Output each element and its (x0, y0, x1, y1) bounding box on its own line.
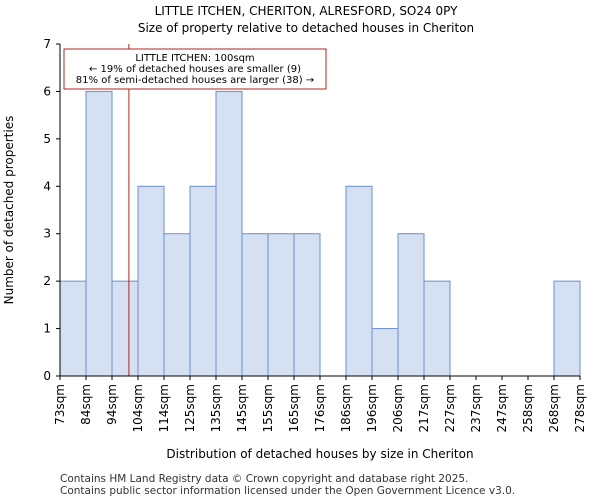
footer-line-2: Contains public sector information licen… (60, 485, 516, 497)
bar-84sqm (85, 90, 113, 377)
y-tick-label-0: 0 (43, 369, 51, 383)
bar-135sqm (215, 90, 243, 377)
y-tick-label-2: 2 (43, 274, 51, 288)
y-tick-label-3: 3 (43, 227, 51, 241)
x-tick-label-135sqm: 135sqm (209, 384, 223, 432)
x-tick-label-196sqm: 196sqm (365, 384, 379, 432)
x-tick-label-165sqm: 165sqm (287, 384, 301, 432)
x-tick-label-217sqm: 217sqm (417, 384, 431, 432)
y-tick-label-4: 4 (43, 179, 51, 193)
bar-186sqm (345, 185, 373, 377)
x-tick-label-247sqm: 247sqm (495, 384, 509, 432)
x-tick-label-73sqm: 73sqm (53, 384, 67, 425)
x-tick-label-84sqm: 84sqm (79, 384, 93, 425)
y-tick-label-7: 7 (43, 37, 51, 51)
x-tick-label-125sqm: 125sqm (183, 384, 197, 432)
x-axis-label: Distribution of detached houses by size … (166, 447, 473, 461)
x-tick-label-237sqm: 237sqm (469, 384, 483, 432)
x-tick-label-155sqm: 155sqm (261, 384, 275, 432)
x-tick-label-227sqm: 227sqm (443, 384, 457, 432)
y-tick-label-5: 5 (43, 132, 51, 146)
x-tick-label-258sqm: 258sqm (521, 384, 535, 432)
x-tick-label-186sqm: 186sqm (339, 384, 353, 432)
bar-114sqm (163, 233, 191, 377)
bar-104sqm (137, 185, 165, 377)
y-axis-label: Number of detached properties (2, 116, 16, 305)
bar-165sqm (293, 233, 321, 377)
x-tick-label-268sqm: 268sqm (547, 384, 561, 432)
bar-217sqm (423, 280, 451, 377)
annotation-line-1: LITTLE ITCHEN: 100sqm (135, 53, 254, 64)
annotation-box: LITTLE ITCHEN: 100sqm ← 19% of detached … (63, 48, 327, 90)
bar-196sqm (371, 328, 399, 377)
bar-94sqm (111, 280, 139, 377)
y-tick-label-1: 1 (43, 322, 51, 336)
x-tick-label-206sqm: 206sqm (391, 384, 405, 432)
x-tick-label-104sqm: 104sqm (131, 384, 145, 432)
annotation-line-2: ← 19% of detached houses are smaller (9) (89, 64, 301, 75)
bars-group (59, 90, 581, 377)
y-ticks-group: 0 1 2 3 4 5 6 7 (43, 37, 60, 383)
bar-206sqm (397, 233, 425, 377)
x-tick-label-114sqm: 114sqm (157, 384, 171, 432)
bar-73sqm (59, 280, 87, 377)
x-ticks-group: 73sqm 84sqm 94sqm 104sqm 114sqm 125sqm 135sqm 1… (53, 376, 587, 432)
x-tick-label-145sqm: 145sqm (235, 384, 249, 432)
chart-subtitle: Size of property relative to detached ho… (138, 21, 474, 35)
histogram-chart: LITTLE ITCHEN, CHERITON, ALRESFORD, SO24… (2, 4, 587, 461)
x-tick-label-278sqm: 278sqm (573, 384, 587, 432)
x-tick-label-176sqm: 176sqm (313, 384, 327, 432)
annotation-line-3: 81% of semi-detached houses are larger (… (76, 75, 314, 86)
footer-line-1: Contains HM Land Registry data © Crown c… (60, 473, 469, 485)
x-tick-label-94sqm: 94sqm (105, 384, 119, 425)
bar-155sqm (267, 233, 295, 377)
bar-268sqm (553, 280, 581, 377)
bar-145sqm (241, 233, 269, 377)
y-tick-label-6: 6 (43, 84, 51, 98)
annotation-frame (63, 48, 327, 90)
chart-title: LITTLE ITCHEN, CHERITON, ALRESFORD, SO24… (155, 4, 458, 18)
bar-125sqm (189, 185, 217, 377)
